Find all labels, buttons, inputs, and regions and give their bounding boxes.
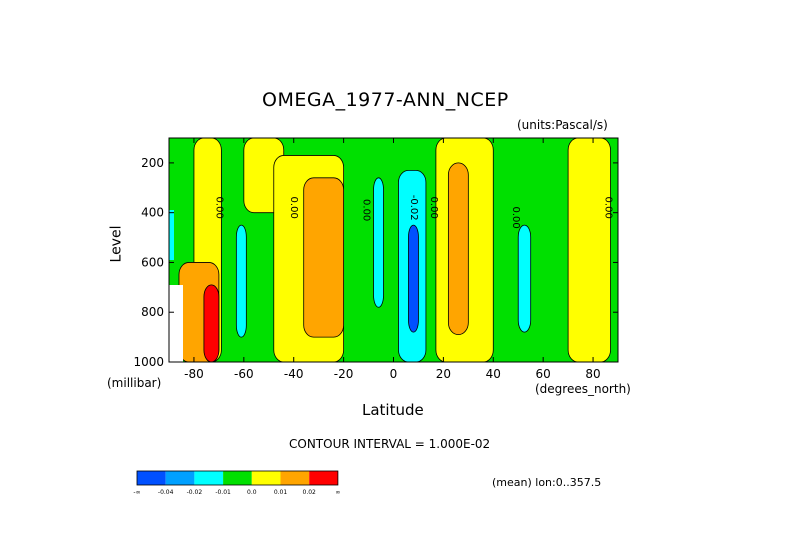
contour-region-10 [517, 224, 532, 333]
x-tick-label: -40 [284, 367, 304, 381]
x-tick-label: -60 [234, 367, 254, 381]
contour-label: 0.00 [510, 207, 521, 229]
colorbar-label: -0.02 [187, 489, 203, 496]
contour-region-4 [235, 224, 247, 338]
chart-title: OMEGA_1977-ANN_NCEP [262, 89, 509, 111]
contour-region-5 [373, 177, 384, 308]
colorbar-swatch [165, 471, 195, 485]
colorbar-swatch [309, 471, 338, 485]
contour-label: 0.00 [428, 197, 439, 219]
colorbar-label: 0.01 [274, 489, 288, 496]
colorbar-label: 0.02 [303, 489, 317, 496]
contour-region-9 [447, 162, 469, 336]
contour-label: 0.00 [213, 197, 224, 219]
y-axis-unit: (millibar) [107, 376, 162, 390]
contour-region-11 [567, 138, 611, 362]
colorbar-label: -0.04 [158, 489, 174, 496]
colorbar-label: -∞ [133, 489, 140, 496]
x-tick-label: -20 [334, 367, 354, 381]
cyan-strip-left [169, 210, 174, 260]
contour-label: 0.00 [603, 197, 614, 219]
colorbar-swatch [194, 471, 224, 485]
white-missing-block [169, 285, 183, 362]
x-axis-label: Latitude [362, 401, 424, 419]
contour-label: -0.02 [408, 195, 419, 221]
x-tick-label: 80 [585, 367, 600, 381]
contour-label: 0.00 [361, 199, 372, 221]
mean-note: (mean) lon:0..357.5 [492, 476, 602, 489]
y-tick-label: 600 [141, 255, 164, 269]
colorbar-swatch [251, 471, 281, 485]
x-axis-unit: (degrees_north) [535, 382, 631, 396]
colorbar-label: ∞ [335, 489, 340, 496]
contour-label: 0.00 [288, 197, 299, 219]
x-tick-label: 60 [536, 367, 551, 381]
x-tick-label: 0 [390, 367, 398, 381]
colorbar-swatch [223, 471, 252, 485]
y-tick-label: 400 [141, 206, 164, 220]
x-tick-label: 20 [436, 367, 451, 381]
x-tick-label: -80 [184, 367, 204, 381]
units-label: (units:Pascal/s) [517, 118, 608, 132]
contour-region-7 [408, 224, 419, 333]
contour-interval: CONTOUR INTERVAL = 1.000E-02 [289, 437, 491, 451]
y-tick-label: 200 [141, 156, 164, 170]
y-tick-label: 1000 [133, 355, 164, 369]
contour-region-3 [303, 177, 345, 338]
colorbar-frame [136, 470, 339, 486]
y-tick-label: 800 [141, 305, 164, 319]
colorbar-label: -0.01 [215, 489, 231, 496]
colorbar-swatch [137, 471, 166, 485]
colorbar-swatch [280, 471, 310, 485]
colorbar-label: 0.0 [247, 489, 257, 496]
polar-missing-region [169, 210, 183, 362]
x-tick-label: 40 [486, 367, 501, 381]
contour-region-13 [203, 284, 220, 362]
